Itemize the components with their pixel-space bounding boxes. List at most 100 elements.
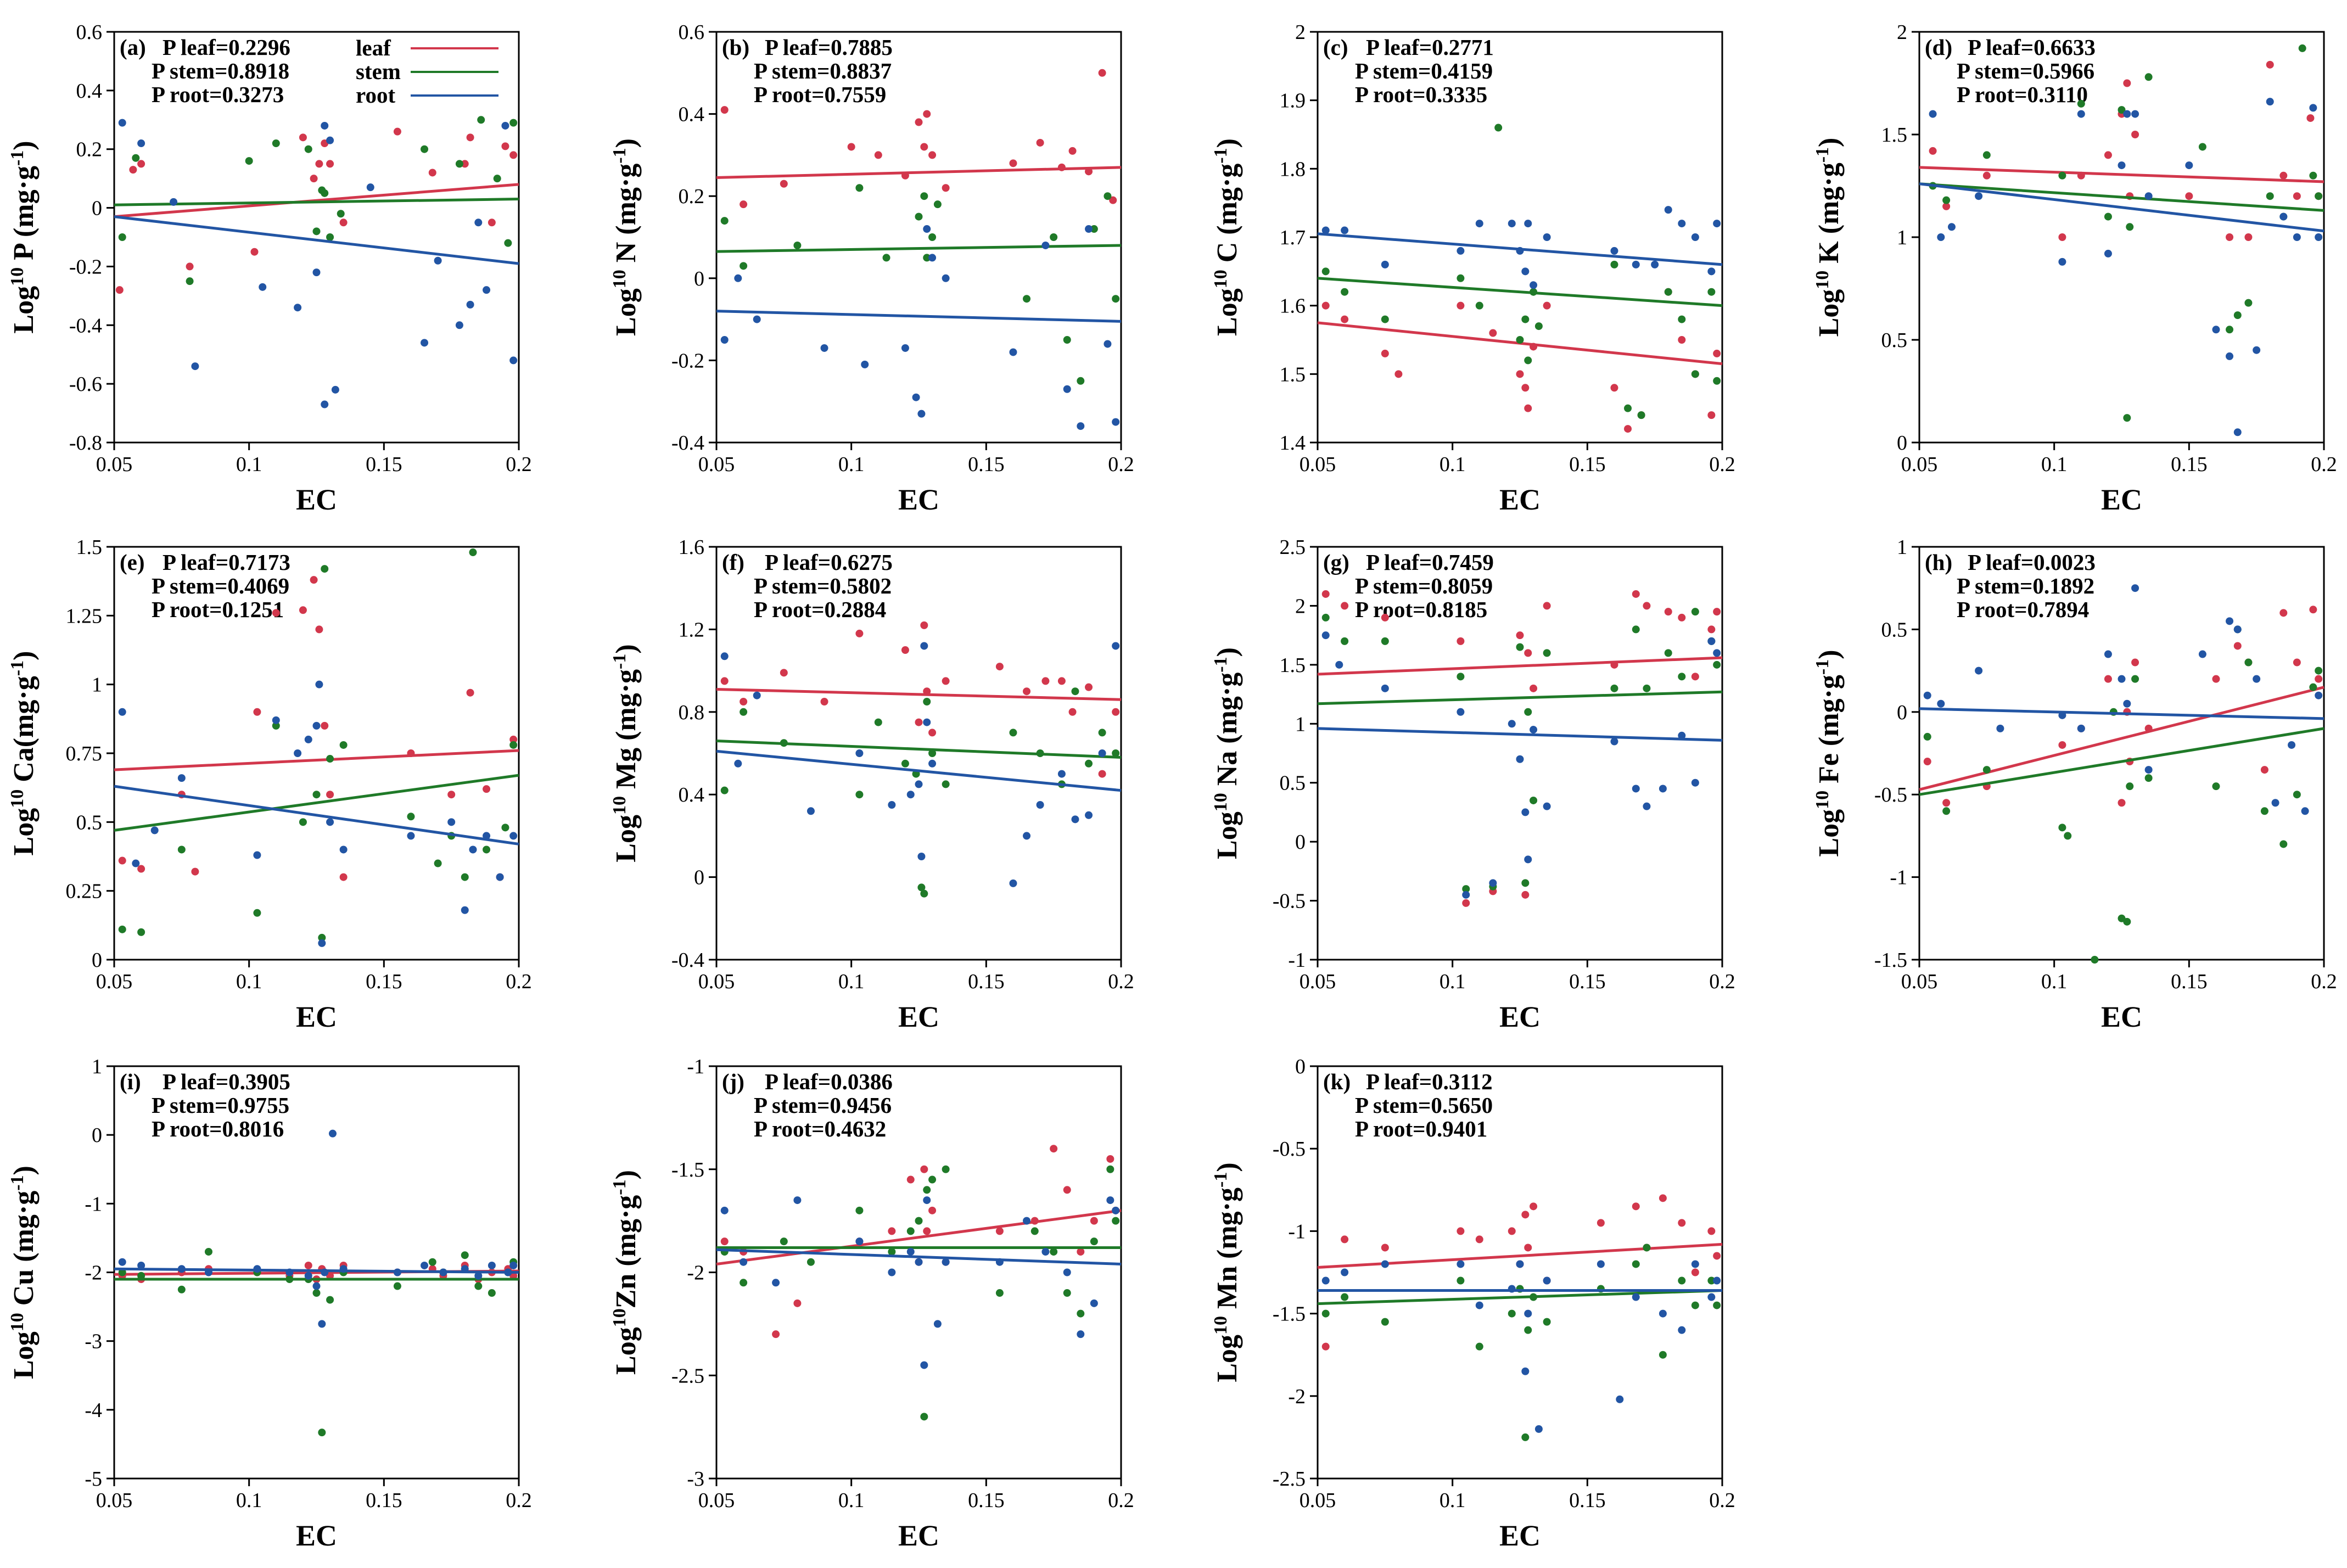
point-stem <box>1543 649 1551 657</box>
y-tick-label: 0.4 <box>679 783 705 807</box>
point-stem <box>1521 315 1530 323</box>
point-root <box>474 1272 483 1280</box>
point-stem <box>1341 637 1349 645</box>
point-root <box>1112 418 1120 426</box>
point-leaf <box>1381 613 1389 621</box>
panel-h: 0.05 0.1 0.15 0.2 -1.5 -1 -0.5 0 0.5 1 EC Log10 Fe … <box>1812 536 2337 1033</box>
point-root <box>793 1196 802 1205</box>
point-root <box>1009 879 1017 887</box>
point-root <box>1516 1260 1524 1268</box>
legend-label-root: root <box>356 82 395 108</box>
x-tick-label: 0.15 <box>1569 970 1606 993</box>
point-root <box>1610 737 1618 746</box>
point-leaf <box>1341 315 1349 323</box>
x-axis-label: EC <box>2101 1000 2142 1033</box>
point-root <box>806 807 815 815</box>
point-stem <box>118 925 126 933</box>
p-value-stem: P stem=0.9755 <box>152 1093 289 1118</box>
point-leaf <box>1929 147 1937 155</box>
plot-frame <box>1918 546 2325 961</box>
point-stem <box>2144 774 2153 782</box>
point-root <box>1321 631 1330 640</box>
point-root <box>1691 1260 1699 1268</box>
point-root <box>1475 220 1483 228</box>
point-root <box>1077 1330 1085 1339</box>
fit-line-leaf <box>1317 656 1723 676</box>
point-root <box>1381 260 1389 268</box>
y-tick-label: -1 <box>1890 866 1907 889</box>
y-axis-label: Log10 Ca(mg·g-1) <box>7 651 40 856</box>
point-root <box>1104 340 1112 348</box>
point-root <box>1707 637 1716 645</box>
point-leaf <box>310 175 318 183</box>
point-root <box>466 300 474 309</box>
point-root <box>1530 726 1538 734</box>
p-value-root: P root=0.3273 <box>152 82 284 107</box>
p-value-stem: P stem=0.8059 <box>1355 573 1493 598</box>
point-leaf <box>461 160 469 168</box>
point-root <box>304 1272 312 1280</box>
point-root <box>1530 281 1538 289</box>
point-root <box>923 225 931 233</box>
point-root <box>137 139 145 148</box>
point-stem <box>1713 1301 1721 1309</box>
y-tick-label: -0.4 <box>671 432 704 455</box>
point-leaf <box>2233 642 2242 650</box>
y-tick-label: 1.2 <box>679 618 705 641</box>
point-root <box>504 1268 512 1276</box>
point-stem <box>1707 288 1716 296</box>
y-tick-label: 1.5 <box>1881 124 1908 147</box>
point-leaf <box>915 118 923 126</box>
point-leaf <box>901 171 909 180</box>
point-leaf <box>466 133 474 142</box>
point-leaf <box>942 184 950 192</box>
point-root <box>1632 1293 1640 1301</box>
point-stem <box>504 239 512 247</box>
panel-g: 0.05 0.1 0.15 0.2 -1 -0.5 0 0.5 1 1.5 2 2.5 EC Log10 … <box>1211 536 1735 1033</box>
point-root <box>915 780 923 788</box>
p-value-root: P root=0.8185 <box>1355 597 1487 622</box>
p-value-stem: P stem=0.5966 <box>1957 58 2094 83</box>
x-tick-label: 0.1 <box>1439 453 1466 476</box>
point-root <box>326 818 334 826</box>
point-leaf <box>488 219 496 227</box>
point-leaf <box>2309 606 2317 614</box>
point-root <box>393 1268 401 1276</box>
point-root <box>820 344 828 352</box>
point-leaf <box>2123 79 2131 87</box>
y-tick-label: 0.4 <box>76 80 103 103</box>
point-root <box>118 1258 126 1266</box>
point-stem <box>509 741 518 749</box>
point-leaf <box>2260 766 2268 774</box>
point-stem <box>1678 673 1686 681</box>
point-leaf <box>137 160 145 168</box>
y-tick-label: -0.2 <box>69 255 102 278</box>
point-stem <box>920 192 928 200</box>
y-tick-label: 1.7 <box>1280 226 1306 249</box>
point-leaf <box>1521 1211 1530 1219</box>
point-leaf <box>1112 708 1120 716</box>
point-root <box>1543 233 1551 241</box>
x-tick-label: 0.05 <box>96 970 133 993</box>
point-root <box>2315 691 2323 699</box>
point-stem <box>1524 356 1532 365</box>
y-tick-label: 1 <box>1897 226 1907 249</box>
p-value-leaf: P leaf=0.6633 <box>1968 35 2096 60</box>
point-root <box>1691 779 1699 787</box>
point-stem <box>1516 336 1524 344</box>
point-leaf <box>1457 637 1465 645</box>
x-tick-label: 0.05 <box>1901 970 1938 993</box>
point-leaf <box>393 127 401 136</box>
point-stem <box>177 845 186 854</box>
point-root <box>888 1268 896 1276</box>
point-root <box>447 818 456 826</box>
point-stem <box>2058 171 2066 180</box>
p-value-leaf: P leaf=0.7173 <box>163 550 290 575</box>
point-leaf <box>1098 69 1106 77</box>
fit-line-leaf <box>114 749 519 771</box>
point-root <box>2226 617 2234 625</box>
point-stem <box>421 145 429 153</box>
point-leaf <box>1462 899 1470 907</box>
point-leaf <box>2118 799 2126 807</box>
point-root <box>421 339 429 347</box>
